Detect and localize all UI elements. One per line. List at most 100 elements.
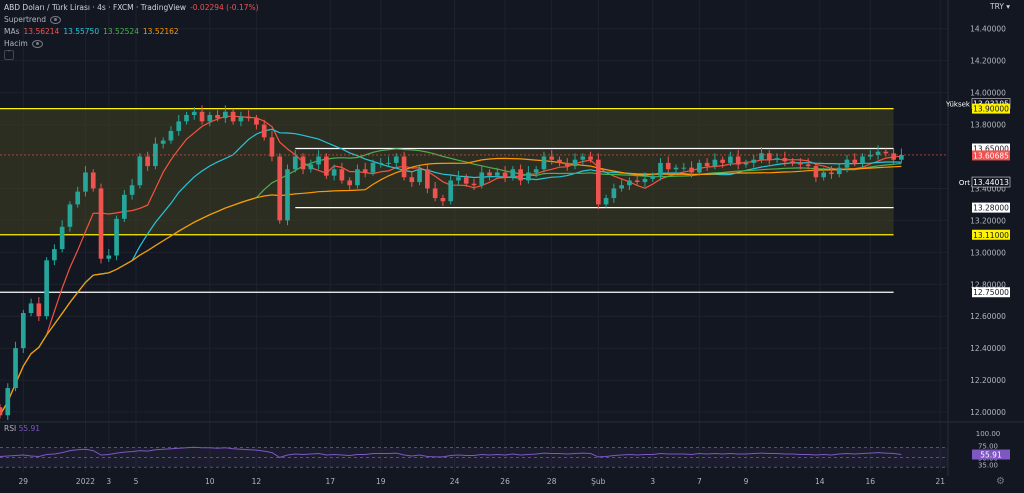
candle[interactable] (673, 167, 679, 170)
candle[interactable] (580, 156, 586, 160)
candle[interactable] (603, 198, 609, 205)
candle[interactable] (355, 169, 360, 186)
candle[interactable] (75, 191, 81, 205)
candle[interactable] (20, 313, 26, 349)
candle[interactable] (129, 185, 135, 195)
candle[interactable] (518, 169, 523, 181)
candle[interactable] (627, 180, 632, 186)
candle[interactable] (269, 137, 275, 157)
candle[interactable] (0, 407, 3, 416)
candle[interactable] (432, 188, 438, 199)
candle[interactable] (510, 169, 516, 178)
candle[interactable] (339, 169, 345, 181)
candle[interactable] (836, 167, 842, 175)
symbol-title[interactable]: ABD Doları / Türk Lirası · 4s · FXCM · T… (4, 3, 187, 12)
candle[interactable] (650, 175, 656, 179)
candle[interactable] (145, 156, 150, 167)
eye-off-icon[interactable] (31, 40, 43, 48)
candle[interactable] (362, 169, 368, 173)
volume-label[interactable]: Hacim (4, 39, 28, 48)
candle[interactable] (658, 162, 663, 176)
candle[interactable] (417, 169, 422, 183)
candle[interactable] (541, 156, 547, 170)
candle[interactable] (67, 204, 73, 227)
candle[interactable] (572, 159, 578, 167)
candle[interactable] (207, 114, 213, 122)
candle[interactable] (899, 154, 904, 160)
candle[interactable] (533, 169, 539, 173)
candle[interactable] (479, 172, 485, 186)
candle[interactable] (160, 140, 166, 144)
candle[interactable] (564, 162, 570, 167)
collapse-chevron-icon[interactable]: ˆ (4, 50, 14, 60)
candle[interactable] (254, 118, 259, 125)
candle[interactable] (114, 218, 119, 256)
eye-off-icon[interactable] (49, 16, 61, 24)
candle[interactable] (751, 159, 757, 163)
candle[interactable] (215, 114, 220, 119)
candle[interactable] (743, 162, 749, 165)
candle[interactable] (331, 169, 337, 176)
candle[interactable] (697, 162, 702, 173)
candle[interactable] (13, 348, 18, 389)
candle[interactable] (766, 153, 772, 160)
candle[interactable] (728, 156, 733, 163)
candle[interactable] (557, 159, 562, 163)
candle[interactable] (191, 111, 197, 115)
candle[interactable] (90, 172, 96, 189)
candle[interactable] (261, 124, 267, 138)
candle[interactable] (137, 156, 143, 186)
candle[interactable] (52, 249, 57, 261)
candle[interactable] (883, 151, 889, 154)
candle[interactable] (494, 172, 500, 176)
candle[interactable] (642, 178, 648, 183)
candle[interactable] (347, 180, 353, 186)
candle[interactable] (370, 162, 376, 173)
candle[interactable] (106, 255, 112, 259)
candle[interactable] (44, 260, 49, 317)
candle[interactable] (665, 162, 671, 170)
candle[interactable] (184, 114, 189, 122)
candle[interactable] (386, 162, 391, 164)
candle[interactable] (798, 162, 803, 165)
candle[interactable] (720, 159, 725, 163)
candle[interactable] (83, 172, 88, 192)
candle[interactable] (689, 167, 694, 173)
candle[interactable] (5, 388, 11, 416)
candle[interactable] (813, 166, 819, 178)
candle[interactable] (821, 172, 827, 178)
candle[interactable] (588, 156, 593, 160)
candle[interactable] (324, 156, 329, 176)
candle[interactable] (526, 172, 531, 181)
candle[interactable] (401, 156, 407, 178)
candle[interactable] (805, 164, 811, 167)
candle[interactable] (36, 303, 42, 317)
candle[interactable] (852, 159, 858, 163)
candle[interactable] (611, 188, 617, 199)
candle[interactable] (875, 151, 881, 155)
candle[interactable] (456, 177, 461, 181)
candle[interactable] (471, 183, 477, 186)
candle[interactable] (28, 303, 34, 314)
candle[interactable] (277, 156, 283, 221)
candle[interactable] (759, 153, 764, 160)
supertrend-label[interactable]: Supertrend (4, 15, 46, 24)
candle[interactable] (549, 156, 555, 160)
candle[interactable] (774, 158, 780, 160)
candle[interactable] (782, 158, 788, 162)
candle[interactable] (378, 162, 384, 164)
candle[interactable] (790, 161, 795, 163)
candle[interactable] (300, 156, 306, 170)
candle[interactable] (867, 154, 873, 157)
candle[interactable] (59, 226, 65, 250)
candle[interactable] (316, 156, 321, 165)
candle[interactable] (121, 194, 127, 219)
candle[interactable] (735, 156, 741, 165)
candle[interactable] (463, 177, 469, 184)
rsi-label[interactable]: RSI (4, 424, 17, 433)
candle[interactable] (860, 156, 865, 163)
gear-icon[interactable]: ⚙ (996, 476, 1005, 487)
candle[interactable] (425, 169, 430, 189)
candle[interactable] (223, 111, 228, 119)
